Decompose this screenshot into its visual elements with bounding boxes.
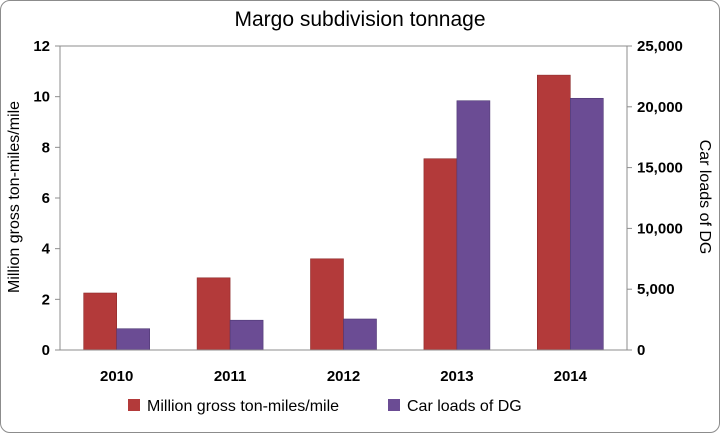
right-axis-ticks: 0 5,000 10,000 15,000 20,000 25,000	[627, 38, 683, 359]
category-labels: 2010 2011 2012 2013 2014	[100, 368, 588, 385]
right-tick-label: 25,000	[637, 38, 683, 55]
legend-swatch-car-loads	[388, 399, 400, 411]
right-tick-label: 15,000	[637, 160, 683, 177]
left-tick-label: 8	[42, 139, 50, 156]
legend: Million gross ton-miles/mile Car loads o…	[128, 398, 522, 415]
left-tick-label: 0	[42, 342, 50, 359]
right-axis-title: Car loads of DG	[696, 140, 713, 255]
bar-car-loads-2010	[116, 328, 150, 351]
bar-car-loads-2013	[456, 100, 491, 351]
bar-car-loads-2011	[229, 319, 264, 351]
bar-car-loads-2014	[569, 97, 604, 351]
bar-ton-miles-2011	[196, 277, 231, 351]
left-tick-label: 4	[42, 241, 51, 258]
bar-ton-miles-2013	[423, 158, 458, 351]
category-label-2010: 2010	[100, 368, 133, 385]
category-label-2013: 2013	[440, 368, 473, 385]
bar-ton-miles-2014	[536, 74, 571, 351]
legend-label-car-loads: Car loads of DG	[407, 398, 522, 415]
right-tick-label: 20,000	[637, 99, 683, 116]
bars	[83, 74, 604, 351]
left-tick-label: 6	[42, 190, 50, 207]
bar-ton-miles-2010	[83, 292, 117, 351]
bar-car-loads-2012	[343, 318, 377, 351]
category-label-2012: 2012	[327, 368, 360, 385]
category-label-2011: 2011	[214, 368, 247, 385]
legend-swatch-million-gross-ton-miles	[128, 399, 140, 411]
right-tick-label: 10,000	[637, 220, 683, 237]
right-tick-label: 5,000	[637, 281, 675, 298]
chart-title: Margo subdivision tonnage	[235, 8, 486, 31]
left-tick-label: 10	[33, 89, 50, 106]
left-tick-label: 2	[42, 291, 50, 308]
left-axis-ticks: 0 2 4 6 8 10 12	[33, 38, 60, 359]
bar-ton-miles-2012	[310, 258, 344, 351]
left-tick-label: 12	[33, 38, 50, 55]
legend-label-million-gross-ton-miles: Million gross ton-miles/mile	[147, 398, 339, 415]
category-label-2014: 2014	[554, 368, 588, 385]
right-tick-label: 0	[637, 342, 645, 359]
left-axis-title: Million gross ton-miles/mile	[6, 101, 23, 293]
